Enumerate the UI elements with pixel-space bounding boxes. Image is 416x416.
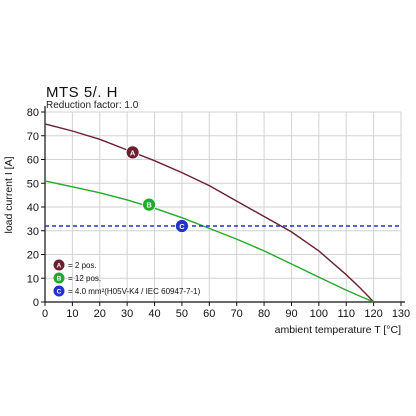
legend-text: = 2 pos.: [68, 261, 97, 270]
y-axis-label: load current I [A]: [3, 156, 15, 233]
x-tick-label: 80: [258, 308, 270, 320]
marker-circle: [142, 197, 156, 212]
x-axis-label: ambient temperature T [°C]: [275, 324, 401, 336]
marker-label: A: [130, 148, 136, 157]
legend-marker-letter: B: [57, 276, 62, 283]
legend-marker-letter: C: [57, 289, 62, 296]
y-tick-label: 70: [27, 131, 39, 143]
series-line-b: [44, 180, 374, 303]
x-tick-label: 70: [231, 308, 243, 320]
y-tick-label: 40: [27, 202, 39, 214]
legend-item-c: C = 4.0 mm²(H05V-K4 / IEC 60947-7-1): [53, 285, 201, 297]
series-line-a: [44, 123, 375, 303]
marker-circle: [125, 145, 140, 160]
legend-marker: [53, 285, 65, 297]
legend-item-a: A = 2 pos.: [53, 259, 97, 271]
y-tick-label: 10: [27, 273, 39, 285]
x-tick-label: 10: [66, 308, 78, 320]
x-tick-label: 40: [148, 308, 160, 320]
legend-marker: [53, 259, 65, 271]
legend-marker: [53, 272, 65, 284]
y-tick-label: 80: [27, 107, 39, 119]
chart-subtitle: Reduction factor: 1.0: [46, 100, 139, 111]
x-tick-label: 130: [392, 308, 410, 320]
legend-item-b: B = 12 pos.: [53, 272, 101, 284]
y-tick-label: 20: [27, 250, 39, 262]
x-tick-label: 90: [285, 308, 297, 320]
series-marker-b: B: [142, 197, 156, 212]
y-tick-label: 0: [33, 297, 39, 309]
x-tick-label: 50: [176, 308, 188, 320]
x-tick-label: 30: [121, 308, 133, 320]
chart-title: MTS 5/. H: [46, 84, 119, 101]
legend-text: = 4.0 mm²(H05V-K4 / IEC 60947-7-1): [68, 287, 201, 296]
x-tick-label: 110: [337, 308, 355, 320]
y-tick-label: 60: [27, 155, 39, 167]
marker-label: B: [146, 201, 152, 210]
legend-marker-letter: A: [57, 263, 62, 270]
marker-circle: [175, 219, 189, 233]
x-tick-label: 60: [203, 308, 215, 320]
y-tick-label: 50: [27, 178, 39, 190]
legend-text: = 12 pos.: [68, 274, 101, 283]
marker-label: C: [179, 222, 185, 231]
x-tick-label: 100: [310, 308, 328, 320]
x-tick-label: 120: [364, 308, 382, 320]
x-tick-label: 0: [42, 308, 48, 320]
series-marker-c: C: [175, 219, 189, 233]
series-marker-a: A: [125, 145, 140, 160]
x-tick-label: 20: [94, 308, 106, 320]
y-tick-label: 30: [27, 226, 39, 238]
